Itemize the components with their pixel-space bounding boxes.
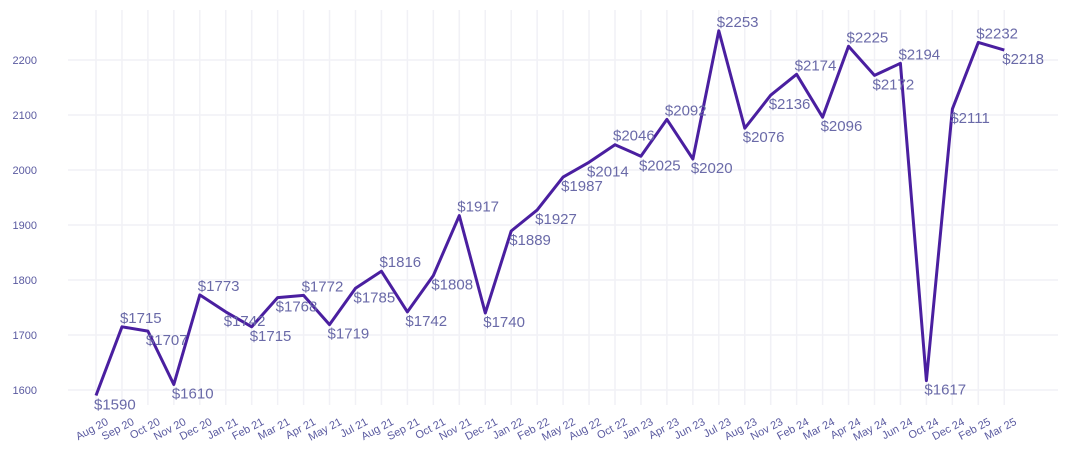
data-label: $1987	[561, 178, 603, 195]
data-label: $1610	[172, 386, 214, 403]
data-label: $1785	[354, 289, 396, 306]
data-label: $1927	[535, 211, 577, 228]
data-label: $1889	[509, 232, 551, 249]
series-line	[94, 29, 1005, 397]
data-label: $2194	[898, 46, 940, 63]
data-label: $2225	[847, 29, 889, 46]
data-label: $2136	[769, 96, 811, 113]
y-tick-label: 1900	[13, 220, 37, 232]
data-label: $1617	[924, 382, 966, 399]
y-axis: 1600 1700 1800 1900 2000 2100 2200	[13, 55, 37, 397]
data-label: $1742	[405, 313, 447, 330]
y-tick-label: 1700	[13, 330, 37, 342]
data-labels: $1590$1715$1707$1610$1773$1742$1715$1768…	[94, 14, 1044, 414]
y-tick-label: 2000	[13, 165, 37, 177]
data-label: $2232	[976, 25, 1018, 42]
data-label: $2172	[873, 76, 915, 93]
y-tick-label: 2100	[13, 110, 37, 122]
data-label: $2096	[821, 118, 863, 135]
data-label: $2092	[665, 102, 707, 119]
data-label: $2014	[587, 163, 629, 180]
data-label: $1740	[483, 314, 525, 331]
y-tick-label: 1800	[13, 275, 37, 287]
data-label: $1917	[457, 199, 499, 216]
data-label: $2046	[613, 128, 655, 145]
y-tick-label: 1600	[13, 385, 37, 397]
data-label: $2111	[950, 110, 990, 127]
data-label: $1742	[224, 313, 266, 330]
data-label: $2025	[639, 157, 681, 174]
data-label: $1816	[379, 254, 421, 271]
data-label: $1590	[94, 397, 136, 414]
data-label: $1768	[276, 299, 318, 316]
y-tick-label: 2200	[13, 55, 37, 67]
data-label: $2174	[795, 57, 837, 74]
data-label: $2020	[691, 160, 733, 177]
vertical-gridlines	[95, 10, 1005, 405]
data-label: $1707	[146, 332, 188, 349]
data-label: $1719	[328, 326, 370, 343]
data-label: $1715	[250, 328, 292, 345]
horizontal-gridlines	[68, 59, 1058, 391]
data-label: $2218	[1002, 51, 1044, 68]
data-label: $1772	[302, 278, 344, 295]
data-label: $2253	[717, 14, 759, 31]
data-label: $1715	[120, 310, 162, 327]
data-label: $2076	[743, 129, 785, 146]
data-label: $1773	[198, 278, 240, 295]
data-label: $1808	[431, 277, 473, 294]
